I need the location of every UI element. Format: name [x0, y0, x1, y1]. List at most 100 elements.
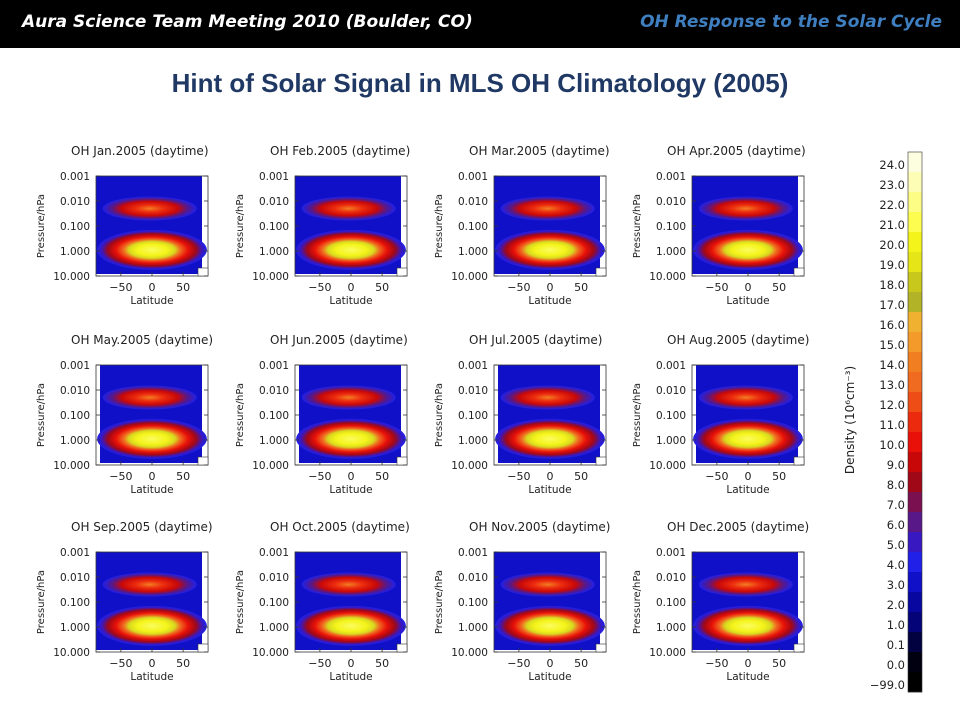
y-tick-label: 10.000 — [451, 460, 488, 472]
y-tick-label: 1.000 — [60, 246, 90, 258]
y-tick-label: 1.000 — [458, 622, 488, 634]
panel-title: OH Mar.2005 (daytime) — [469, 144, 610, 158]
y-tick-label: 1.000 — [259, 622, 289, 634]
y-axis-label: Pressure/hPa — [632, 383, 643, 447]
y-tick-label: 1.000 — [259, 435, 289, 447]
lower-oh-band — [693, 605, 803, 646]
lower-oh-band — [97, 229, 207, 270]
missing-data-corner — [793, 456, 805, 466]
header-bar: Aura Science Team Meeting 2010 (Boulder,… — [0, 0, 960, 48]
x-axis-label: Latitude — [528, 295, 571, 307]
colorbar-tick-label: 1.0 — [887, 618, 905, 632]
colorbar-tick-label: 20.0 — [879, 238, 905, 252]
y-tick-label: 0.001 — [458, 547, 488, 559]
panel-title: OH Jun.2005 (daytime) — [270, 333, 408, 347]
x-axis-label: Latitude — [726, 671, 769, 683]
x-tick-label: −50 — [308, 470, 331, 483]
colorbar-tick-label: 21.0 — [879, 218, 905, 232]
x-tick-label: 0 — [348, 657, 355, 670]
missing-data-corner — [396, 267, 408, 277]
y-tick-label: 0.100 — [656, 410, 686, 422]
x-tick-label: 0 — [745, 657, 752, 670]
y-axis-label: Pressure/hPa — [36, 383, 47, 447]
x-axis-label: Latitude — [130, 295, 173, 307]
y-tick-label: 0.010 — [259, 196, 289, 208]
colorbar-swatch — [908, 652, 922, 673]
colorbar-swatch — [908, 472, 922, 493]
y-tick-label: 0.010 — [60, 196, 90, 208]
y-tick-label: 1.000 — [60, 435, 90, 447]
x-tick-label: 0 — [745, 281, 752, 294]
x-tick-label: 0 — [149, 470, 156, 483]
y-tick-label: 10.000 — [649, 647, 686, 659]
x-tick-label: −50 — [109, 657, 132, 670]
x-tick-label: 50 — [574, 281, 588, 294]
colorbar-swatch — [908, 572, 922, 593]
y-tick-label: 0.010 — [60, 385, 90, 397]
x-tick-label: 50 — [375, 281, 389, 294]
colorbar-swatch — [908, 352, 922, 373]
lower-oh-band — [693, 229, 803, 270]
colorbar-swatch — [908, 272, 922, 293]
y-axis-label: Pressure/hPa — [235, 383, 246, 447]
colorbar-swatch — [908, 292, 922, 313]
colorbar-swatch — [908, 432, 922, 453]
y-tick-label: 0.010 — [259, 572, 289, 584]
lower-oh-band — [296, 605, 406, 646]
missing-data-corner — [595, 456, 607, 466]
y-tick-label: 10.000 — [649, 460, 686, 472]
y-tick-label: 0.100 — [458, 410, 488, 422]
upper-oh-band — [301, 385, 396, 410]
page-title: Hint of Solar Signal in MLS OH Climatolo… — [171, 68, 789, 98]
x-tick-label: 0 — [348, 281, 355, 294]
colorbar-tick-label: 22.0 — [879, 198, 905, 212]
panel-title: OH Apr.2005 (daytime) — [667, 144, 806, 158]
colorbar-tick-label: 16.0 — [879, 318, 905, 332]
x-tick-label: −50 — [308, 657, 331, 670]
colorbar-tick-label: 19.0 — [879, 258, 905, 272]
x-tick-label: 50 — [772, 657, 786, 670]
y-tick-label: 0.010 — [60, 572, 90, 584]
y-tick-label: 1.000 — [458, 435, 488, 447]
talk-title: OH Response to the Solar Cycle — [640, 12, 942, 32]
upper-oh-band — [698, 572, 793, 597]
colorbar-swatch — [908, 532, 922, 553]
panel-may: OH May.2005 (daytime) 0.001 0.010 0.100 1.00… — [36, 333, 213, 496]
panel-mar: OH Mar.2005 (daytime) 0.001 0.010 0.100 1.00… — [434, 144, 610, 307]
y-tick-label: 0.001 — [259, 547, 289, 559]
x-tick-label: 0 — [547, 281, 554, 294]
x-tick-label: 50 — [176, 657, 190, 670]
y-tick-label: 0.001 — [656, 547, 686, 559]
x-tick-label: −50 — [109, 281, 132, 294]
y-tick-label: 0.010 — [259, 385, 289, 397]
lower-oh-band — [693, 418, 803, 459]
colorbar-tick-label: 0.1 — [887, 638, 905, 652]
y-tick-label: 0.100 — [458, 597, 488, 609]
x-tick-label: −50 — [507, 470, 530, 483]
x-tick-label: 50 — [176, 281, 190, 294]
colorbar-frame — [907, 151, 923, 693]
y-axis-label: Pressure/hPa — [434, 383, 445, 447]
colorbar-tick-label: 10.0 — [879, 438, 905, 452]
lower-oh-band — [495, 605, 605, 646]
panel-feb: OH Feb.2005 (daytime) 0.001 0.010 0.100 1.00… — [235, 144, 410, 307]
lower-oh-band — [97, 605, 207, 646]
missing-data-corner — [396, 643, 408, 653]
y-tick-label: 0.001 — [60, 171, 90, 183]
colorbar-swatch — [908, 392, 922, 413]
upper-oh-band — [102, 196, 197, 221]
upper-oh-band — [301, 196, 396, 221]
colorbar-swatch — [908, 312, 922, 333]
y-tick-label: 1.000 — [60, 622, 90, 634]
y-axis-label: Pressure/hPa — [36, 570, 47, 634]
x-axis-label: Latitude — [329, 295, 372, 307]
panel-jun: OH Jun.2005 (daytime) 0.001 0.010 0.100 1.00… — [235, 333, 408, 496]
y-tick-label: 0.001 — [259, 360, 289, 372]
y-tick-label: 0.010 — [458, 385, 488, 397]
colorbar-tick-label: 4.0 — [887, 558, 905, 572]
x-tick-label: −50 — [507, 281, 530, 294]
x-tick-label: 0 — [149, 657, 156, 670]
colorbar-swatch — [908, 192, 922, 213]
y-tick-label: 0.001 — [60, 360, 90, 372]
missing-data-corner — [197, 643, 209, 653]
